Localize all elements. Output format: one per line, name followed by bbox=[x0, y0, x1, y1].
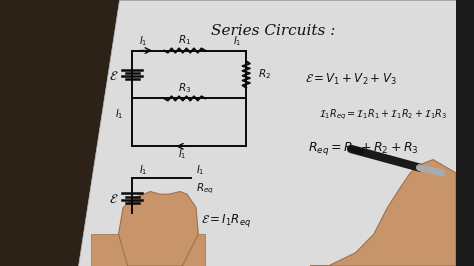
Polygon shape bbox=[78, 0, 456, 266]
Polygon shape bbox=[91, 234, 205, 266]
Text: $R_1$: $R_1$ bbox=[178, 33, 191, 47]
Text: Series Circuits :: Series Circuits : bbox=[211, 24, 336, 38]
Text: $\mathcal{E}$: $\mathcal{E}$ bbox=[109, 70, 118, 83]
Text: $I_1$: $I_1$ bbox=[233, 34, 241, 48]
Text: $I_1$: $I_1$ bbox=[178, 147, 187, 161]
Text: $\mathcal{I}_1 R_{eq} = \mathcal{I}_1 R_1 + \mathcal{I}_1 R_2 + \mathcal{I}_1 R_: $\mathcal{I}_1 R_{eq} = \mathcal{I}_1 R_… bbox=[319, 107, 447, 122]
Text: $I_1$: $I_1$ bbox=[139, 34, 148, 48]
Text: $R_3$: $R_3$ bbox=[178, 81, 191, 95]
Polygon shape bbox=[118, 192, 198, 266]
Polygon shape bbox=[310, 160, 456, 266]
Text: $\mathcal{E} = V_1 + V_2 + V_3$: $\mathcal{E} = V_1 + V_2 + V_3$ bbox=[305, 72, 397, 87]
Text: $I_1$: $I_1$ bbox=[139, 163, 148, 177]
Text: $\mathcal{E} = I_1 R_{eq}$: $\mathcal{E} = I_1 R_{eq}$ bbox=[201, 212, 251, 229]
Text: $R_{eq}$: $R_{eq}$ bbox=[196, 182, 214, 196]
Text: $I_1$: $I_1$ bbox=[196, 163, 204, 177]
Text: $R_2$: $R_2$ bbox=[257, 68, 271, 81]
Text: $\mathcal{E}$: $\mathcal{E}$ bbox=[109, 193, 118, 206]
Text: $I_1$: $I_1$ bbox=[115, 107, 123, 121]
Text: $R_{eq} = R_1 + R_2 + R_3$: $R_{eq} = R_1 + R_2 + R_3$ bbox=[308, 140, 419, 157]
